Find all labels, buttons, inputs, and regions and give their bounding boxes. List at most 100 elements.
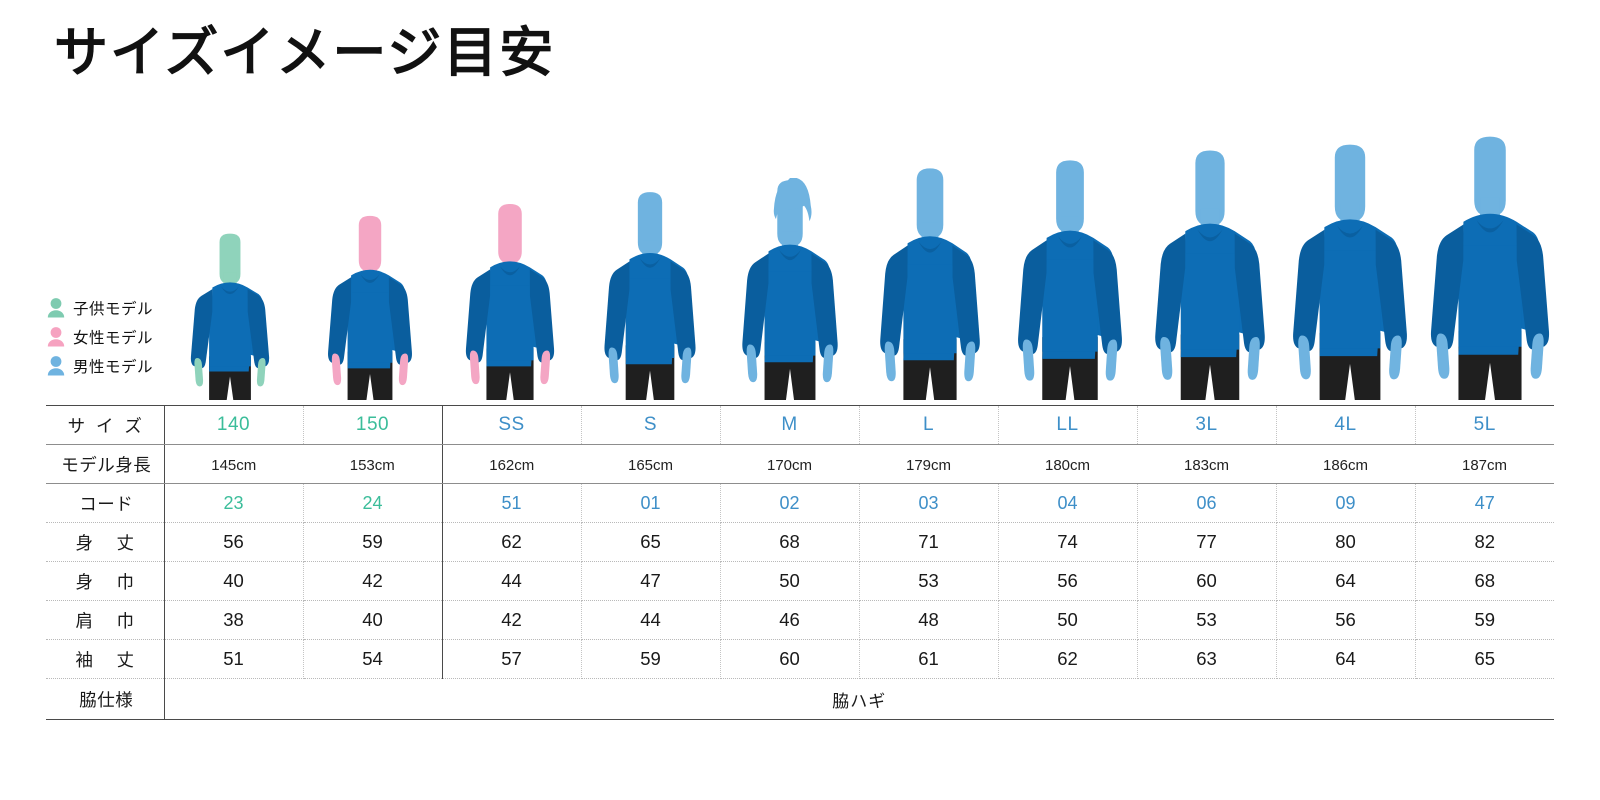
sleeve-length-value: 64 (1335, 648, 1356, 669)
model-height-value: 180cm (1044, 456, 1091, 474)
row-label-code: コード (46, 483, 165, 523)
code-value: 09 (1335, 492, 1356, 513)
model-svg-3L (1155, 150, 1265, 400)
size-header-value: SS (498, 414, 525, 435)
shoulder-width-3L: 53 (1137, 600, 1277, 640)
shoulder-width-value: 50 (1057, 609, 1078, 630)
model-svg-150 (328, 215, 412, 400)
model-figure-4L (1270, 142, 1430, 405)
model-legend: 子供モデル 女性モデル 男性モデル (46, 293, 186, 380)
size-header-140: 140 (164, 405, 304, 445)
model-figure-M (723, 176, 857, 405)
body-width-value: 53 (918, 570, 939, 591)
body-length-L: 71 (859, 522, 999, 562)
model-figure-LL (997, 158, 1143, 405)
body-length-value: 80 (1335, 531, 1356, 552)
body-length-140: 56 (164, 522, 304, 562)
shoulder-width-5L: 59 (1415, 600, 1554, 640)
sleeve-length-150: 54 (303, 639, 443, 679)
table-row-body-width: 身 巾 40 42 44 47 50 53 56 60 64 68 (46, 561, 1554, 601)
body-width-value: 47 (640, 570, 661, 591)
sleeve-length-LL: 62 (998, 639, 1138, 679)
body-length-5L: 82 (1415, 522, 1554, 562)
model-height-value: 179cm (905, 456, 952, 474)
code-5L: 47 (1415, 483, 1554, 523)
model-figure-SS (448, 202, 572, 405)
body-width-value: 40 (223, 570, 244, 591)
code-value: 47 (1474, 492, 1495, 513)
size-header-value: 150 (355, 414, 390, 435)
body-length-3L: 77 (1137, 522, 1277, 562)
model-height-SS: 162cm (441, 444, 581, 484)
model-figure-S (586, 190, 714, 405)
code-M: 02 (720, 483, 860, 523)
body-length-value: 62 (501, 531, 522, 552)
model-svg-140 (190, 233, 270, 400)
sleeve-length-3L: 63 (1137, 639, 1277, 679)
sleeve-length-value: 61 (918, 648, 939, 669)
model-svg-5L (1430, 136, 1550, 400)
sleeve-length-value: 65 (1474, 648, 1496, 669)
code-value: 04 (1057, 492, 1078, 513)
code-150: 24 (303, 483, 443, 523)
shoulder-width-value: 38 (223, 609, 244, 630)
shoulder-width-value: 44 (640, 609, 661, 630)
body-width-value: 64 (1335, 570, 1356, 591)
code-L: 03 (859, 483, 999, 523)
body-width-value: 50 (779, 570, 800, 591)
shoulder-width-4L: 56 (1276, 600, 1416, 640)
size-header-LL: LL (998, 405, 1138, 445)
body-width-value: 56 (1057, 570, 1078, 591)
model-height-3L: 183cm (1137, 444, 1276, 484)
body-width-M: 50 (720, 561, 860, 601)
table-row-size: サ イ ズ 140 150 SS S M L LL 3L 4L 5L (46, 405, 1554, 445)
body-width-value: 42 (362, 570, 383, 591)
model-figure-140 (175, 232, 285, 405)
person-icon (46, 326, 66, 348)
model-svg-LL (1018, 160, 1122, 400)
shoulder-width-value: 46 (779, 609, 800, 630)
body-width-140: 40 (164, 561, 304, 601)
code-LL: 04 (998, 483, 1138, 523)
model-height-value: 170cm (766, 456, 813, 474)
body-width-L: 53 (859, 561, 999, 601)
shoulder-width-LL: 50 (998, 600, 1138, 640)
code-S: 01 (581, 483, 721, 523)
size-header-value: 5L (1473, 414, 1496, 435)
sleeve-length-value: 54 (362, 648, 383, 669)
sleeve-length-SS: 57 (441, 639, 582, 679)
model-svg-L (880, 168, 980, 400)
model-height-140: 145cm (164, 444, 303, 484)
sleeve-length-value: 63 (1196, 648, 1217, 669)
size-header-L: L (859, 405, 999, 445)
size-table: サ イ ズ 140 150 SS S M L LL 3L 4L 5L モデル身長 145cm 153… (46, 405, 1554, 720)
model-height-S: 165cm (581, 444, 720, 484)
body-length-LL: 74 (998, 522, 1138, 562)
page-title: サイズイメージ目安 (54, 23, 556, 83)
code-SS: 51 (441, 483, 582, 523)
body-length-SS: 62 (441, 522, 582, 562)
row-label-sleeve-length: 袖 丈 (46, 639, 165, 679)
legend-item-child: 子供モデル (46, 293, 186, 322)
model-height-value: 187cm (1461, 456, 1508, 474)
side-spec-value: 脇ハギ (164, 678, 1554, 720)
model-svg-M (742, 176, 838, 400)
sleeve-length-S: 59 (581, 639, 721, 679)
model-height-value: 183cm (1183, 456, 1230, 474)
row-label-shoulder-width: 肩 巾 (46, 600, 165, 640)
code-4L: 09 (1276, 483, 1416, 523)
model-height-5L: 187cm (1415, 444, 1554, 484)
shoulder-width-value: 40 (362, 609, 383, 630)
sleeve-length-value: 51 (223, 648, 244, 669)
size-header-value: LL (1056, 414, 1079, 435)
shoulder-width-value: 53 (1196, 609, 1217, 630)
code-value: 23 (223, 492, 244, 513)
size-header-S: S (581, 405, 721, 445)
code-value: 02 (779, 492, 800, 513)
body-width-SS: 44 (441, 561, 582, 601)
table-row-code: コード 23 24 51 01 02 03 04 06 09 47 (46, 483, 1554, 523)
legend-item-male: 男性モデル (46, 351, 186, 380)
body-width-4L: 64 (1276, 561, 1416, 601)
table-row-sleeve-length: 袖 丈 51 54 57 59 60 61 62 63 64 65 (46, 639, 1554, 679)
person-icon (46, 355, 66, 377)
